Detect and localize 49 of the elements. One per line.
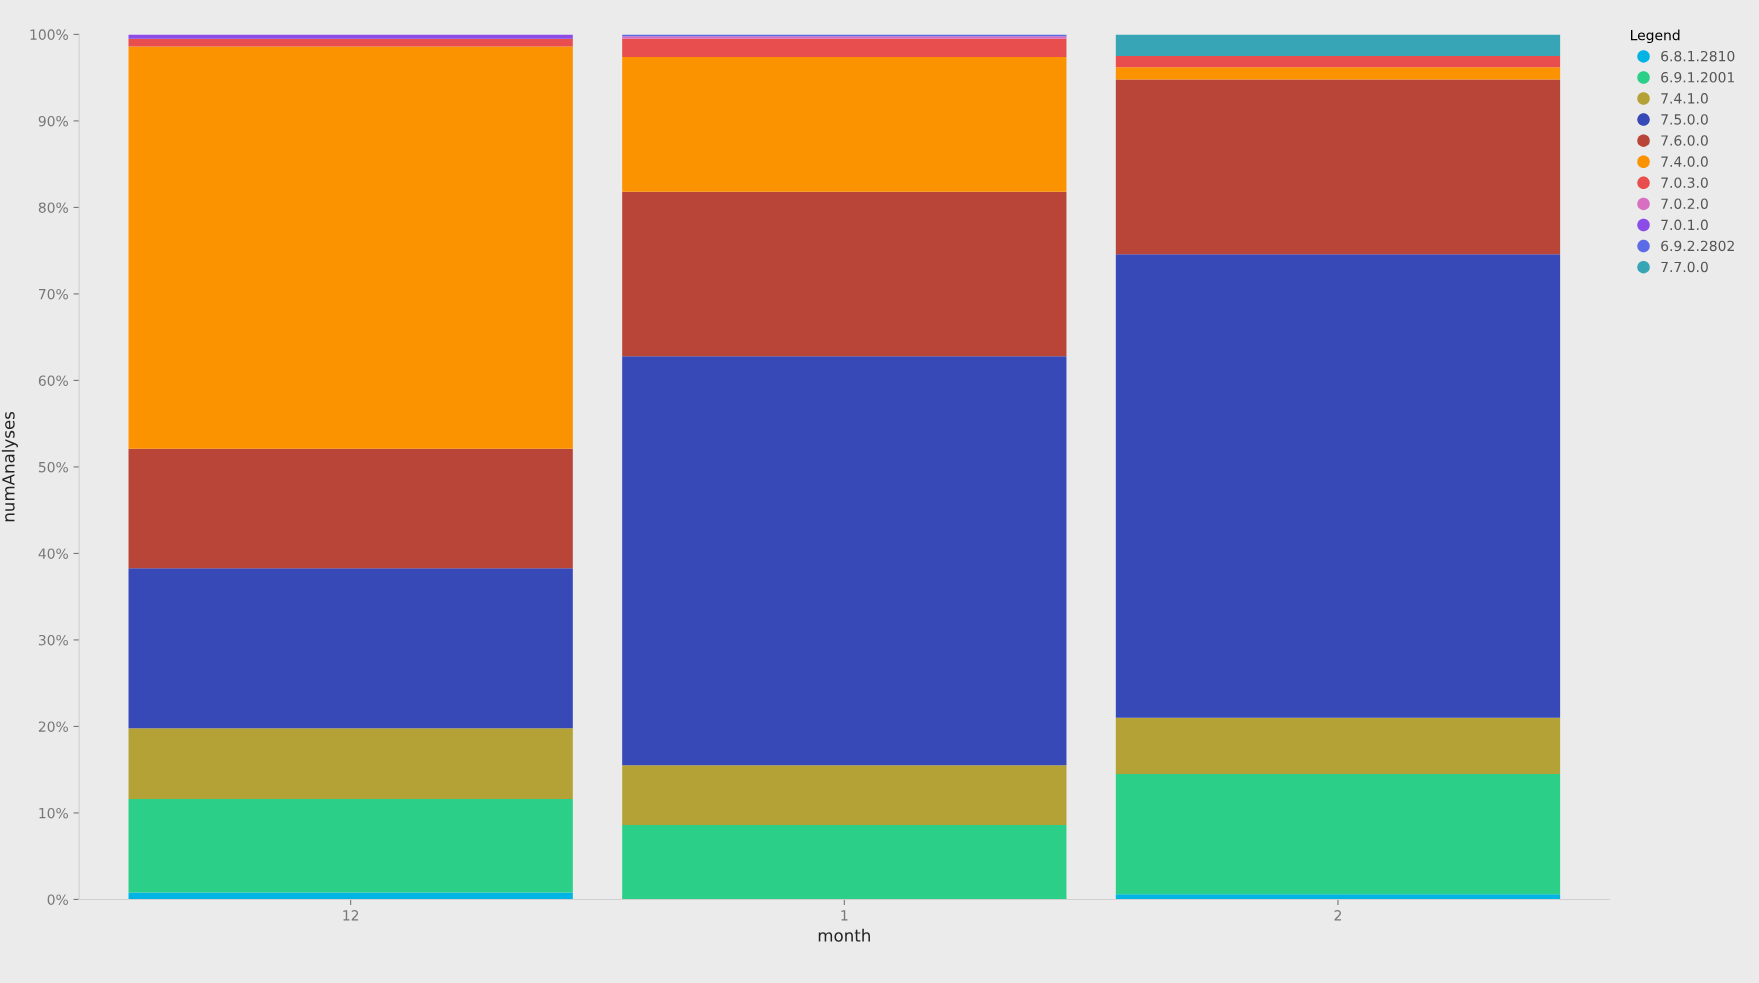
- bar: [1115, 894, 1561, 900]
- bar: [1115, 717, 1561, 775]
- bar: [1115, 774, 1561, 895]
- legend-label: 6.8.1.2810: [1661, 50, 1735, 62]
- y-tick-label: 30%: [38, 634, 68, 646]
- bar: [128, 568, 573, 729]
- bar: [128, 46, 573, 449]
- legend-label: 7.0.3.0: [1661, 177, 1708, 188]
- legend-label: 6.9.1.2001: [1661, 72, 1735, 83]
- y-tick-label: 20%: [38, 721, 68, 732]
- bar: [128, 799, 573, 893]
- bar: [622, 825, 1067, 900]
- bar: [622, 765, 1067, 826]
- legend-label: 7.0.2.0: [1661, 198, 1708, 209]
- legend-label: 7.7.0.0: [1661, 261, 1708, 273]
- bar: [622, 191, 1067, 357]
- bar: [128, 728, 573, 800]
- legend-label: 7.0.1.0: [1661, 219, 1708, 231]
- bar: [128, 448, 573, 569]
- y-tick-label: 0%: [47, 894, 68, 905]
- bar: [1115, 56, 1561, 68]
- y-axis-title: numAnalyses: [1, 411, 18, 522]
- bar: [1115, 79, 1561, 255]
- bar: [128, 38, 573, 47]
- legend-title: Legend: [1631, 29, 1680, 44]
- bar: [622, 38, 1067, 57]
- y-tick-label: 60%: [38, 375, 68, 386]
- y-tick-label: 90%: [38, 115, 68, 127]
- bar: [1115, 254, 1561, 718]
- bar: [622, 56, 1067, 192]
- y-tick-label: 10%: [39, 807, 68, 819]
- x-tick-label: 2: [1334, 910, 1341, 921]
- bar: [128, 34, 573, 39]
- legend-label: 7.4.0.0: [1661, 156, 1708, 167]
- legend-label: 6.9.2.2802: [1661, 240, 1734, 252]
- x-axis-title: month: [818, 928, 870, 942]
- y-tick-label: 40%: [38, 548, 68, 559]
- bar: [1115, 67, 1561, 80]
- bar: [622, 356, 1067, 766]
- y-tick-label: 100%: [30, 29, 68, 40]
- y-tick-label: 50%: [38, 461, 68, 473]
- bar: [1115, 34, 1561, 57]
- x-tick-label: 1: [841, 910, 848, 921]
- y-tick-label: 70%: [39, 288, 68, 300]
- y-tick-label: 80%: [38, 202, 68, 213]
- legend-label: 7.4.1.0: [1661, 93, 1708, 104]
- x-tick-label: 12: [343, 910, 359, 921]
- legend-label: 7.5.0.0: [1661, 114, 1708, 125]
- legend-label: 7.6.0.0: [1661, 135, 1708, 146]
